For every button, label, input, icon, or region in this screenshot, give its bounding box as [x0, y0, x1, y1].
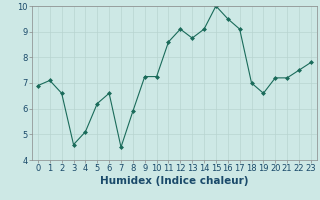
X-axis label: Humidex (Indice chaleur): Humidex (Indice chaleur) — [100, 176, 249, 186]
